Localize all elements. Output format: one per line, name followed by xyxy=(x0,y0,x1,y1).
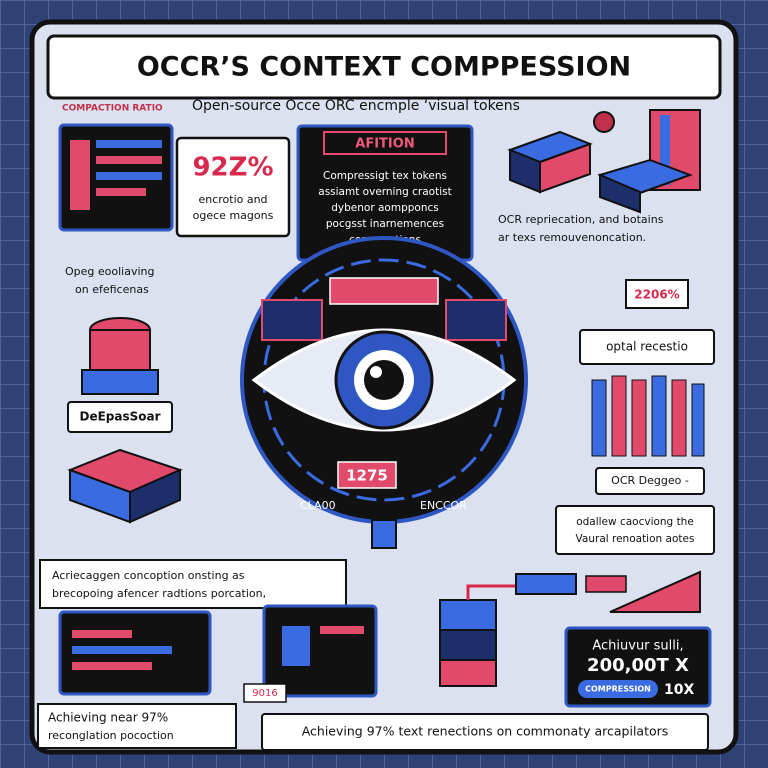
tag: 9016 xyxy=(252,688,277,699)
pill-text: COMPRESSION xyxy=(585,685,651,694)
screen-bar xyxy=(96,172,162,180)
right-note: ar texs remouvenoncation. xyxy=(498,231,646,244)
book-stack xyxy=(660,115,670,185)
ratio-box-value: 2206% xyxy=(634,288,679,302)
box xyxy=(129,468,181,524)
panel-card xyxy=(261,299,323,341)
cylinder xyxy=(81,369,159,395)
label-box xyxy=(579,329,715,365)
rising-bars xyxy=(609,570,701,613)
cylinder xyxy=(89,329,151,371)
title-bar xyxy=(46,34,722,100)
left-note: Opeg eooliaving xyxy=(65,265,155,278)
illustration-bar xyxy=(631,379,647,457)
connector xyxy=(585,575,627,593)
note-text: reconglation pocoction xyxy=(48,729,174,742)
note-box xyxy=(261,713,709,751)
note-text: Acriecaggen concoption onsting as xyxy=(52,569,245,582)
eye-right: ENCCOR xyxy=(420,499,467,512)
result-value: 200,00T X xyxy=(587,655,689,676)
screen-bar xyxy=(70,140,90,210)
cube xyxy=(599,173,641,214)
ratio-value: 92Z% xyxy=(192,153,273,183)
center-text: assiamt overning craotist xyxy=(318,186,451,198)
server xyxy=(439,599,497,631)
tag-box xyxy=(243,683,287,703)
ratio-text: encrotio and xyxy=(198,193,267,206)
pupil xyxy=(364,360,404,400)
note-text: Achieving near 97% xyxy=(48,711,168,725)
note-box xyxy=(555,505,715,555)
connector xyxy=(515,573,577,595)
illustration-bar xyxy=(671,379,687,457)
illustration-bar xyxy=(591,379,607,457)
note-box xyxy=(39,559,347,609)
screen-bar xyxy=(96,140,162,148)
note-box xyxy=(37,703,237,749)
note-text: Vaural renoation aotes xyxy=(576,533,695,545)
server xyxy=(439,629,497,661)
note-text: Achieving 97% text renections on commona… xyxy=(302,724,669,739)
center-text: pocgsst inarnemences xyxy=(326,218,444,230)
cube xyxy=(539,142,591,194)
label-box xyxy=(67,401,173,433)
stand xyxy=(371,519,397,549)
panel-card xyxy=(445,299,507,341)
bars-label: OCR Deggeo - xyxy=(611,474,689,487)
center-label: AFITION xyxy=(355,137,414,152)
screen-bar xyxy=(72,662,152,670)
bar-illustration xyxy=(591,375,705,457)
label-text: optal recestio xyxy=(606,340,688,354)
cable xyxy=(466,584,518,600)
monitor xyxy=(262,604,378,698)
center-text: dybenor aompponcs xyxy=(331,202,438,214)
screen-bar xyxy=(96,188,146,196)
eye-left: CLA00 xyxy=(300,499,336,512)
screen-bar xyxy=(320,626,364,634)
pill xyxy=(578,680,658,698)
title: OCCR’S CONTEXT COMPPESSION xyxy=(137,52,631,83)
gear xyxy=(593,111,615,133)
left-label: DeEpasSoar xyxy=(79,410,160,424)
subtitle: Open-source Occe ORC encmple ‘visual tok… xyxy=(192,98,520,114)
note-text: odallew caocviong the xyxy=(576,516,694,528)
ratio-box xyxy=(625,279,689,309)
panel-card xyxy=(329,277,439,305)
eye-value: 1275 xyxy=(346,467,388,485)
ratio-card xyxy=(175,136,291,238)
screen-bar xyxy=(72,630,132,638)
ratio-text: ogece magons xyxy=(193,209,274,222)
right-note: OCR repriecation, and botains xyxy=(498,213,664,226)
screen-bar xyxy=(96,156,162,164)
illustration-bar xyxy=(611,375,627,457)
highlight xyxy=(370,366,382,378)
eye-value-box xyxy=(337,461,397,489)
note-text: brecopoing afencer radtions porcation, xyxy=(52,587,266,600)
center-label-box xyxy=(323,131,447,155)
screen-bar xyxy=(72,646,172,654)
left-note: on efeficenas xyxy=(75,283,149,296)
illustration-bar xyxy=(691,383,705,457)
label-box xyxy=(595,467,705,495)
label: COMPACTION RATIO xyxy=(62,104,163,114)
result-factor: 10X xyxy=(664,682,694,698)
screen-bar xyxy=(282,626,310,666)
server xyxy=(439,659,497,687)
result-text: Achiuvur sulli, xyxy=(592,639,683,654)
center-text: Compressigt tex tokens xyxy=(323,170,447,182)
illustration-bar xyxy=(651,375,667,457)
